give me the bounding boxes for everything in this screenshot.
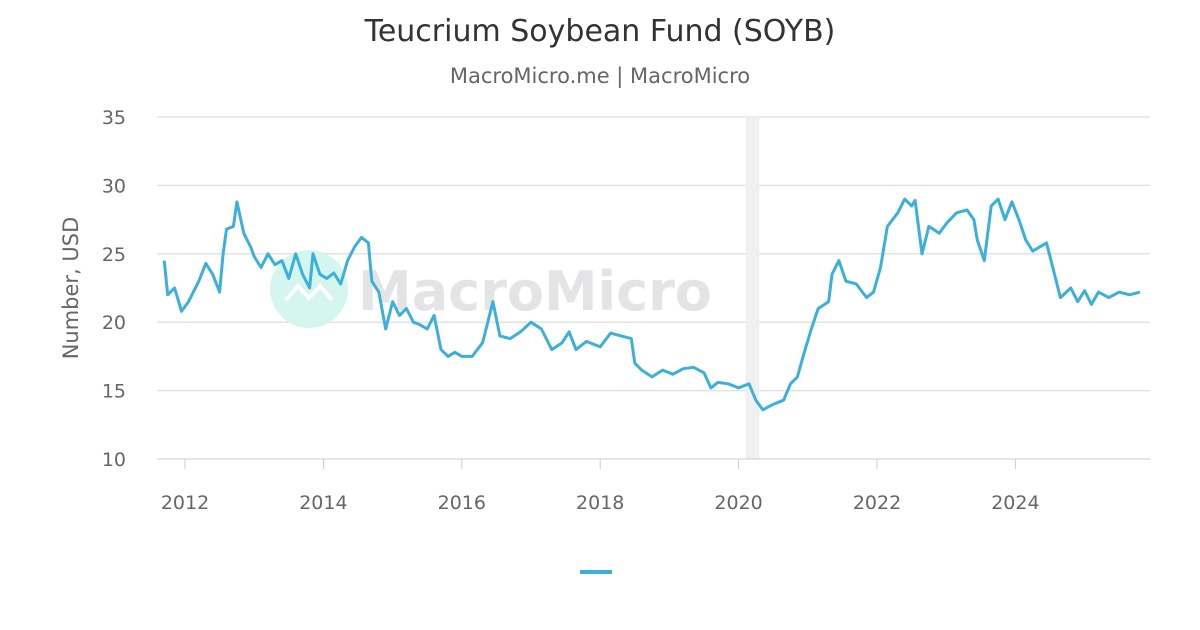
y-tick-label: 20: [102, 312, 126, 334]
x-tick-label: 2012: [161, 492, 209, 514]
y-tick-label: 10: [102, 449, 126, 471]
y-tick-label: 30: [102, 175, 126, 197]
x-tick-label: 2014: [299, 492, 347, 514]
y-tick-label: 35: [102, 107, 126, 129]
series-line-soyb[interactable]: [162, 197, 1141, 412]
x-tick-label: 2018: [576, 492, 624, 514]
chart-title: Teucrium Soybean Fund (SOYB): [364, 14, 836, 49]
y-axis-label: Number, USD: [59, 217, 83, 360]
x-tick-label: 2024: [991, 492, 1039, 514]
chart-subtitle: MacroMicro.me | MacroMicro: [449, 64, 751, 88]
x-tick-label: 2016: [438, 492, 486, 514]
recession-band: [745, 117, 760, 459]
y-tick-label: 25: [102, 244, 126, 266]
x-tick-label: 2022: [853, 492, 901, 514]
y-tick-label: 15: [102, 381, 126, 403]
watermark: MacroMicro: [270, 250, 712, 328]
x-tick-label: 2020: [714, 492, 762, 514]
watermark-text: MacroMicro: [358, 260, 712, 323]
